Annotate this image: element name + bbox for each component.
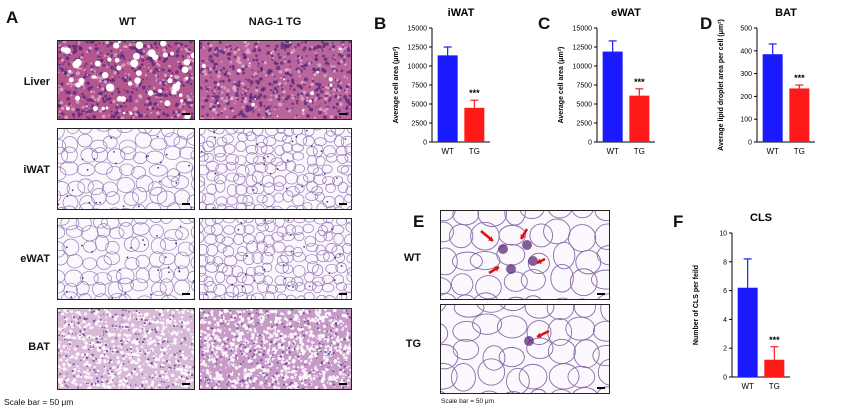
panel-e-scale-note: Scale bar = 50 μm [441,398,495,405]
y-tick-label: 200 [740,94,752,101]
panel-c-letter: C [538,14,551,33]
panel-e-row-label-wt: WT [403,252,421,264]
bar-wt [602,51,623,143]
micrograph-liver-tg [199,40,352,120]
micrograph-iwat-wt [57,128,195,210]
chart-title: eWAT [611,7,641,19]
row-label-liver: Liver [23,76,50,88]
y-tick-label: 10 [719,231,727,238]
column-header-wt: WT [118,16,137,28]
panel-a-scale-note: Scale bar = 50 μm [4,397,74,407]
panel-e-letter: E [413,212,425,231]
y-tick-label: 500 [740,26,752,33]
x-tick-label: TG [469,147,480,156]
chart-title: iWAT [448,7,475,19]
y-tick-label: 15000 [408,26,428,33]
y-tick-label: 8 [723,259,727,266]
chart-f-cls: CLS 0 2 4 6 8 10 Number of CLS per feild WT TG *** [693,212,790,391]
panel-f-letter: F [673,212,684,231]
y-tick-label: 0 [748,140,752,147]
micrograph-ewat-wt [57,218,195,300]
y-tick-label: 400 [740,48,752,55]
micrograph-cls-tg [440,304,610,394]
y-tick-label: 6 [723,288,727,295]
micrograph-iwat-tg [199,128,352,210]
chart-title: BAT [775,7,797,19]
y-tick-label: 10000 [408,64,428,71]
x-tick-label: WT [766,147,779,156]
chart-title: CLS [750,212,772,224]
micrograph-bat-tg [199,308,352,390]
bar-wt [762,54,783,142]
y-tick-label: 5000 [576,102,592,109]
y-tick-label: 7500 [411,83,427,90]
y-tick-label: 12500 [573,45,593,52]
micrograph-liver-wt [57,40,195,120]
micrograph-ewat-tg [199,218,352,300]
y-tick-label: 100 [740,117,752,124]
y-tick-label: 0 [423,140,427,147]
row-label-ewat: eWAT [20,253,50,265]
panel-a-letter: A [6,8,19,27]
x-tick-label: TG [769,382,780,391]
panel-e-row-label-tg: TG [405,338,421,350]
significance-label: *** [634,77,645,87]
y-tick-label: 2500 [411,121,427,128]
y-tick-label: 300 [740,71,752,78]
y-axis-label: Average cell area (μm²) [393,47,400,124]
panel-d-letter: D [700,14,713,33]
y-tick-label: 5000 [411,102,427,109]
bar-wt [737,287,758,377]
panel-b-letter: B [374,14,387,33]
chart-b-iwat: iWAT 0 2500 5000 7500 10000 12500 15000 Average … [393,7,490,156]
y-tick-label: 4 [723,317,727,324]
y-tick-label: 15000 [573,26,593,33]
significance-label: *** [794,73,805,83]
x-tick-label: TG [794,147,805,156]
y-tick-label: 2 [723,346,727,353]
significance-label: *** [769,335,780,345]
y-tick-label: 12500 [408,45,428,52]
x-tick-label: WT [741,382,754,391]
micrograph-cls-wt [440,210,610,300]
row-label-bat: BAT [28,341,50,353]
column-header-nag1-tg: NAG-1 TG [248,16,302,28]
bar-tg [789,88,810,142]
significance-label: *** [469,88,480,98]
x-tick-label: TG [634,147,645,156]
micrograph-bat-wt [57,308,195,390]
bar-tg [464,107,485,142]
row-label-iwat: iWAT [23,164,50,176]
bar-tg [629,95,650,142]
y-tick-label: 2500 [576,121,592,128]
bar-tg [764,359,785,377]
chart-d-bat: BAT 0 100 200 300 400 500 Average lipid droplet… [718,7,815,156]
y-axis-label: Average lipid droplet area per cell (μm²… [718,19,725,151]
y-axis-label: Number of CLS per feild [693,265,700,345]
y-tick-label: 0 [588,140,592,147]
x-tick-label: WT [606,147,619,156]
chart-c-ewat: eWAT 0 2500 5000 7500 10000 12500 15000 Average … [558,7,655,156]
y-tick-label: 10000 [573,64,593,71]
y-tick-label: 7500 [576,83,592,90]
bar-wt [437,55,458,142]
y-axis-label: Average cell area (μm²) [558,47,565,124]
x-tick-label: WT [441,147,454,156]
y-tick-label: 0 [723,375,727,382]
